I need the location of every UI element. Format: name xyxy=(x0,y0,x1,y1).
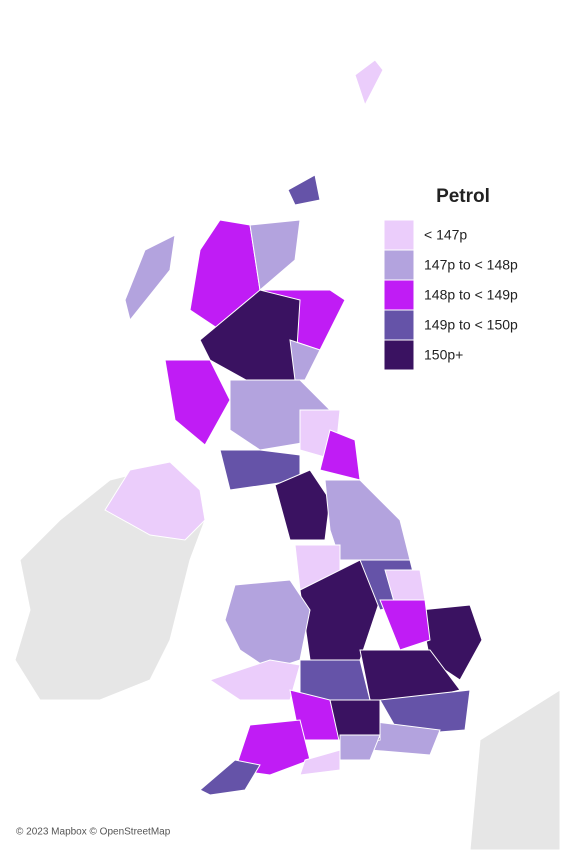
legend-label: < 147p xyxy=(424,227,467,243)
france xyxy=(469,689,561,850)
region xyxy=(124,234,176,322)
attribution: © 2023 Mapbox © OpenStreetMap xyxy=(16,827,171,838)
regions xyxy=(104,59,483,796)
legend-label: 149p to < 150p xyxy=(424,317,518,333)
legend-label: 148p to < 149p xyxy=(424,287,518,303)
legend-swatch xyxy=(383,219,415,251)
region xyxy=(104,461,206,541)
legend-label: 150p+ xyxy=(424,347,463,363)
legend-swatch xyxy=(383,249,415,281)
legend-swatch xyxy=(383,279,415,311)
region xyxy=(354,59,384,107)
region xyxy=(224,579,311,671)
region xyxy=(219,449,301,491)
region xyxy=(289,339,321,381)
region xyxy=(164,359,231,446)
legend-swatch xyxy=(383,339,415,371)
region xyxy=(274,469,331,541)
region xyxy=(208,659,301,701)
region xyxy=(299,559,381,661)
region xyxy=(339,734,381,761)
region xyxy=(249,219,301,291)
region xyxy=(299,749,341,776)
legend: < 147p 147p to < 148p 148p to < 149p 149p t… xyxy=(383,219,518,371)
region xyxy=(287,174,321,206)
legend-label: 147p to < 148p xyxy=(424,257,518,273)
region xyxy=(329,699,381,746)
region xyxy=(199,759,261,796)
legend-swatch xyxy=(383,309,415,341)
region xyxy=(379,689,471,736)
region xyxy=(379,599,431,651)
legend-title: Petrol xyxy=(436,186,490,207)
